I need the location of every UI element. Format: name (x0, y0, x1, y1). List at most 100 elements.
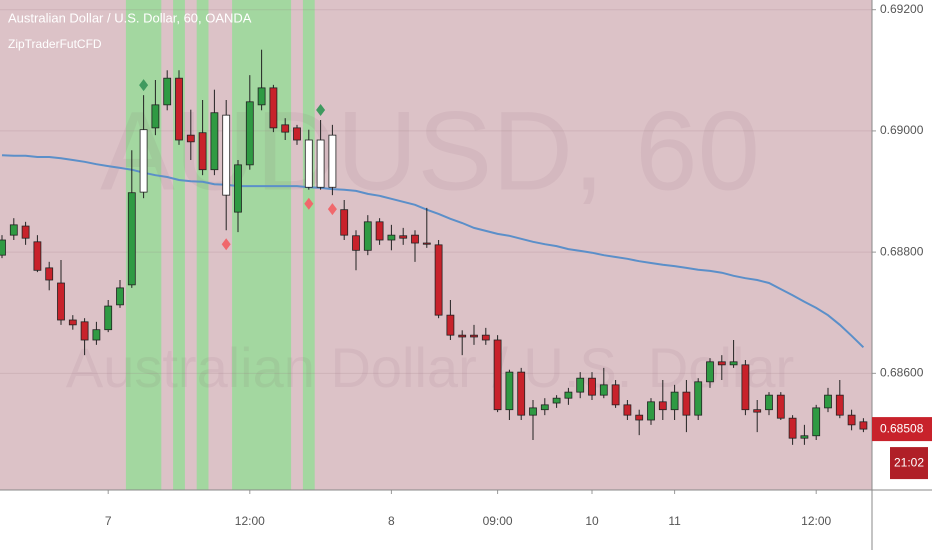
candle-body (824, 394, 832, 409)
candle-body (186, 134, 195, 143)
candle-body (387, 234, 396, 241)
candle-body (729, 361, 738, 366)
candle-body (198, 132, 207, 171)
y-tick-label: 0.68600 (880, 366, 924, 380)
candle-body (611, 384, 620, 406)
candle-body (422, 242, 431, 245)
y-tick-label: 0.69200 (880, 2, 924, 16)
candle-body (446, 314, 455, 336)
candle-body (352, 235, 360, 251)
last-price-box (872, 417, 932, 442)
chart-title: Australian Dollar / U.S. Dollar, 60, OAN… (8, 10, 252, 25)
candle-body (245, 101, 254, 166)
sell-signal (221, 238, 231, 251)
candle-body (293, 127, 301, 141)
candle-body (753, 409, 762, 413)
candle-body (470, 334, 478, 338)
candle-body (529, 407, 537, 416)
x-tick-label: 09:00 (483, 514, 513, 528)
candle-body (717, 361, 726, 366)
candle-body (304, 139, 313, 188)
candle-body (658, 401, 667, 411)
candle-body (517, 371, 526, 416)
candle-body (682, 391, 691, 416)
candle-body (670, 391, 679, 411)
buy-signal (139, 79, 149, 92)
plot (0, 49, 868, 445)
candle-body (399, 235, 408, 239)
x-tick-label: 11 (668, 514, 681, 528)
candle-body (68, 319, 77, 326)
candle-body (0, 239, 6, 256)
candle-body (139, 129, 148, 193)
candle-body (104, 305, 113, 331)
watermark-subtitle: Australian Dollar / U.S. Dollar (66, 336, 794, 399)
candle-body (234, 164, 242, 213)
candle-body (599, 384, 608, 396)
candle-body (80, 321, 89, 341)
candle-body (835, 394, 844, 416)
candle-body (328, 134, 337, 188)
candle-body (505, 371, 514, 411)
signal-zone (196, 0, 209, 490)
indicator-name: ZipTraderFutCFD (8, 37, 102, 51)
candle-body (635, 414, 644, 421)
candle-body (340, 209, 349, 236)
last-price-label: 0.68508 (880, 421, 924, 435)
candle-body (281, 124, 290, 133)
signal-zone (173, 0, 185, 490)
candle-body (694, 381, 703, 416)
candle-body (269, 87, 278, 129)
candle-body (493, 339, 502, 411)
candle-body (151, 104, 160, 129)
x-tick-label: 7 (105, 514, 112, 528)
x-tick-label: 8 (388, 514, 395, 528)
candle-body (458, 334, 467, 338)
candle-body (588, 377, 596, 396)
watermark: AUDUSD, 60 (100, 89, 760, 214)
candle-body (776, 394, 785, 419)
x-tick-label: 12:00 (801, 514, 831, 528)
candle-body (434, 244, 443, 316)
candle-body (859, 421, 868, 430)
candle-body (127, 192, 136, 286)
candle-body (92, 329, 101, 341)
signal-zone (302, 0, 315, 490)
candle-body (9, 224, 18, 236)
candle-body (116, 287, 124, 306)
candle-body (552, 397, 561, 404)
candle-body (812, 407, 821, 437)
candle-body (222, 114, 231, 196)
candle-body (45, 267, 54, 281)
x-tick-label: 10 (585, 514, 599, 528)
candle-body (741, 364, 750, 411)
axis-background (0, 490, 932, 550)
countdown-label: 21:02 (894, 455, 924, 469)
countdown-box (890, 447, 928, 480)
candle-body (375, 221, 384, 241)
candle-body (210, 112, 219, 171)
candle-body (175, 77, 183, 141)
candle-body (363, 221, 372, 251)
sell-signal (304, 197, 314, 210)
x-tick-label: 12:00 (235, 514, 265, 528)
candle-body (57, 282, 65, 321)
candle-body (21, 225, 30, 239)
candle-body (163, 77, 172, 106)
candle-body (316, 139, 325, 188)
candle-body (847, 414, 856, 426)
sell-signal (327, 203, 337, 216)
candle-body (623, 404, 632, 416)
candle-body (788, 417, 797, 439)
candle-body (564, 391, 573, 399)
buy-signal (316, 104, 326, 116)
candle-body (706, 361, 714, 383)
candle-body (257, 87, 266, 106)
candle-body (800, 435, 809, 439)
candle-body (647, 401, 655, 421)
candle-body (481, 334, 490, 341)
candle-body (411, 234, 419, 244)
candle-body (540, 404, 549, 411)
